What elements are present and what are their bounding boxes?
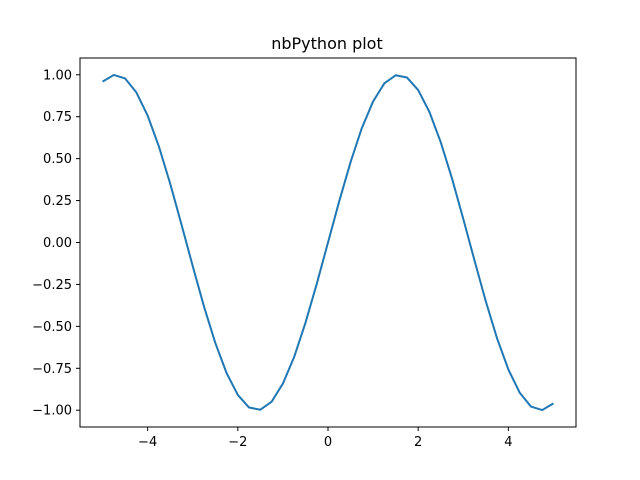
y-tick-label: −0.25 (32, 278, 72, 293)
y-axis: 1.00 0.75 0.50 0.25 0.00 −0.25 −0.50 −0.75 −1.00 (32, 68, 80, 419)
y-tick-label: 1.00 (43, 68, 72, 83)
y-tick-label: −1.00 (32, 404, 72, 419)
x-tick-label: 4 (504, 435, 512, 450)
x-tick-label: −4 (138, 435, 157, 450)
series-layer (102, 73, 554, 412)
x-tick-label: 0 (324, 435, 332, 450)
y-tick-label: −0.75 (32, 362, 72, 377)
y-tick-label: 0.25 (43, 194, 72, 209)
y-tick-label: 0.00 (43, 236, 72, 251)
y-tick-label: 0.75 (43, 110, 72, 125)
y-tick-label: 0.50 (43, 152, 72, 167)
x-tick-label: −2 (228, 435, 247, 450)
y-tick-label: −0.50 (32, 320, 72, 335)
x-axis: −4 −2 0 2 4 (138, 427, 513, 450)
plot-frame (79, 57, 577, 428)
series-line (102, 73, 554, 412)
chart-title: nbPython plot (271, 34, 383, 53)
x-tick-label: 2 (414, 435, 422, 450)
